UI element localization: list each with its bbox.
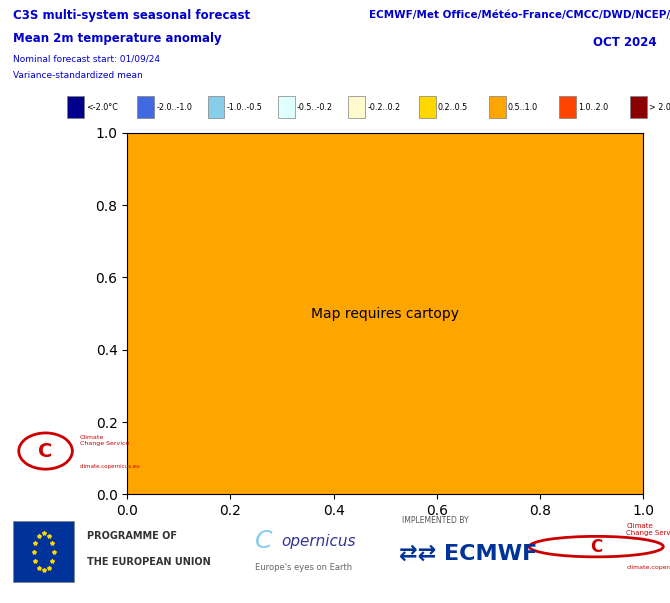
Text: C: C [590,538,602,555]
Text: climate.copernicus.eu: climate.copernicus.eu [626,564,670,570]
FancyBboxPatch shape [278,96,295,118]
Text: Climate
Change Service: Climate Change Service [80,435,129,446]
Text: -2.0..-1.0: -2.0..-1.0 [156,103,192,112]
FancyBboxPatch shape [630,96,647,118]
FancyBboxPatch shape [67,96,84,118]
Text: C3S multi-system seasonal forecast: C3S multi-system seasonal forecast [13,9,251,22]
Text: C: C [255,529,272,554]
Text: THE EUROPEAN UNION: THE EUROPEAN UNION [87,557,211,567]
Text: Climate
Change Service: Climate Change Service [626,523,670,535]
Text: ECMWF/Met Office/Météo-France/CMCC/DWD/NCEP/JMA/ECCC: ECMWF/Met Office/Météo-France/CMCC/DWD/N… [369,9,670,19]
Text: Europe's eyes on Earth: Europe's eyes on Earth [255,563,352,572]
Text: climate.copernicus.eu: climate.copernicus.eu [80,464,141,470]
FancyBboxPatch shape [559,96,576,118]
Text: > 2.0°C: > 2.0°C [649,103,670,112]
Text: IMPLEMENTED BY: IMPLEMENTED BY [402,517,468,525]
Text: C: C [38,441,53,461]
FancyBboxPatch shape [137,96,154,118]
Bar [13,521,74,582]
Text: Nominal forecast start: 01/09/24: Nominal forecast start: 01/09/24 [13,54,160,63]
Text: <-2.0°C: <-2.0°C [86,103,118,112]
Text: -1.0..-0.5: -1.0..-0.5 [226,103,263,112]
FancyBboxPatch shape [419,96,436,118]
FancyBboxPatch shape [489,96,506,118]
Text: -0.5..-0.2: -0.5..-0.2 [297,103,333,112]
Text: Map requires cartopy: Map requires cartopy [312,306,459,321]
Text: opernicus: opernicus [281,534,356,549]
Text: PROGRAMME OF: PROGRAMME OF [87,531,177,541]
FancyBboxPatch shape [348,96,365,118]
Text: 0.5..1.0: 0.5..1.0 [508,103,538,112]
Text: 1.0..2.0: 1.0..2.0 [578,103,608,112]
Text: OCT 2024: OCT 2024 [593,36,657,49]
FancyBboxPatch shape [208,96,224,118]
Text: 0.2..0.5: 0.2..0.5 [438,103,468,112]
Text: ⇄⇄ ECMWF: ⇄⇄ ECMWF [399,544,537,564]
Text: -0.2..0.2: -0.2..0.2 [367,103,400,112]
Text: Mean 2m temperature anomaly: Mean 2m temperature anomaly [13,31,222,45]
Text: Variance-standardized mean: Variance-standardized mean [13,71,143,80]
